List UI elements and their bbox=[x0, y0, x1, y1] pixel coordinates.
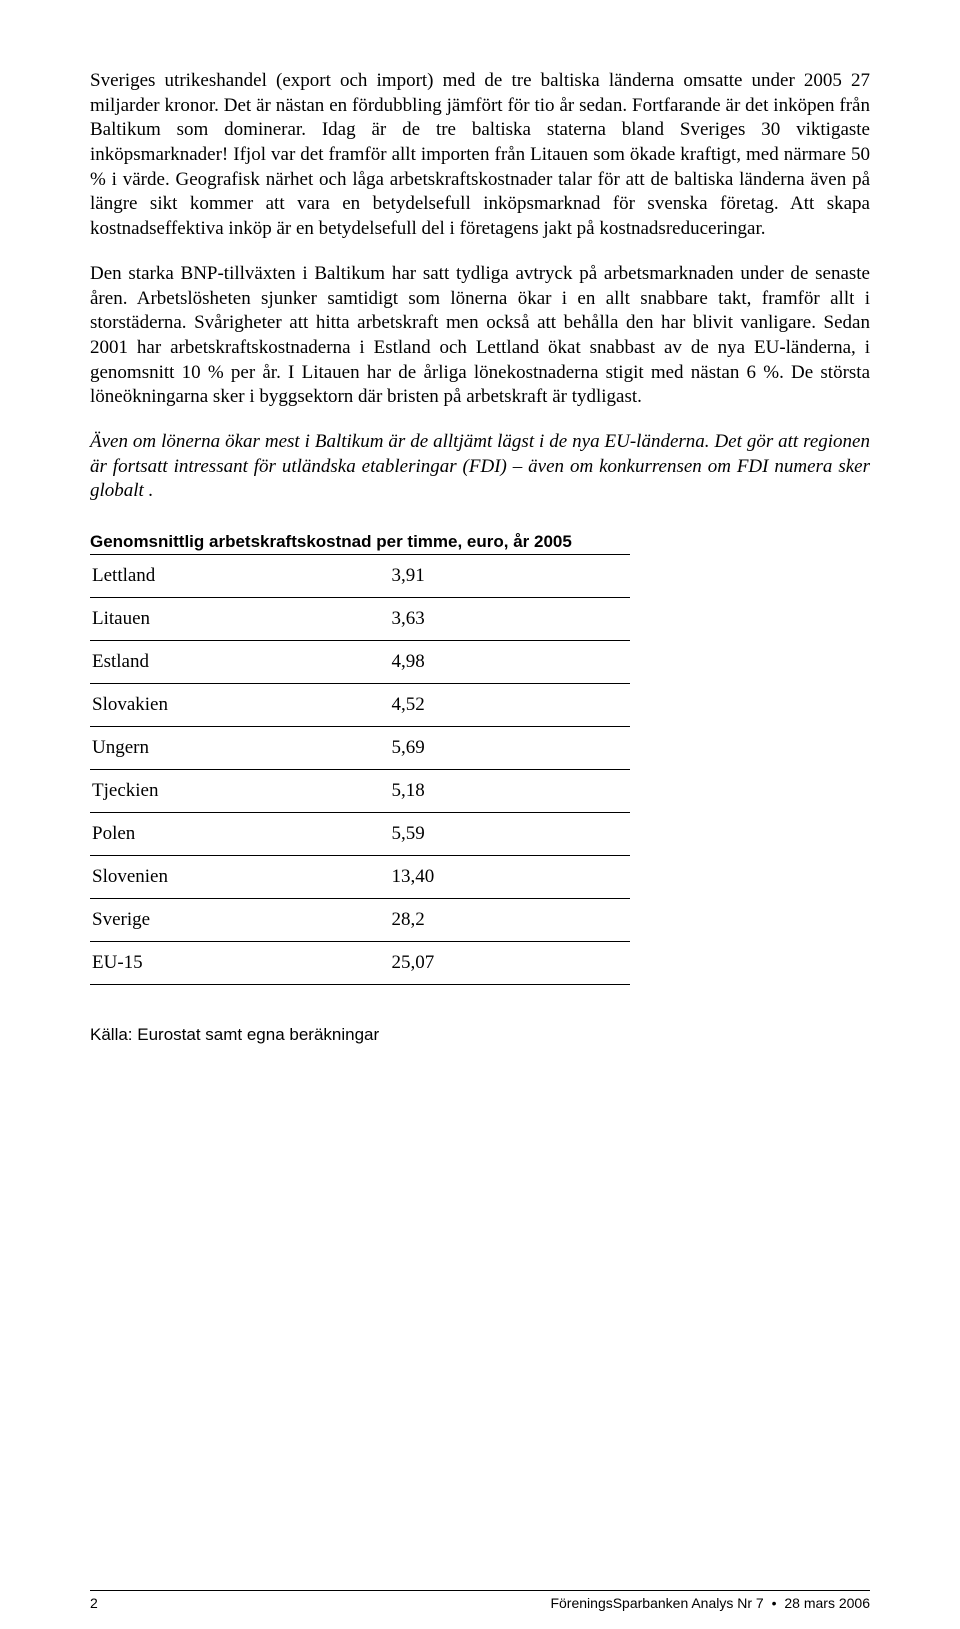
table-row: EU-15 25,07 bbox=[90, 942, 630, 985]
table-row: Tjeckien 5,18 bbox=[90, 770, 630, 813]
table-cell-value: 3,63 bbox=[389, 598, 630, 641]
publication-date: 28 mars 2006 bbox=[784, 1595, 870, 1611]
table-cell-value: 25,07 bbox=[389, 942, 630, 985]
table-title: Genomsnittlig arbetskraftskostnad per ti… bbox=[90, 532, 870, 552]
table-cell-value: 5,69 bbox=[389, 727, 630, 770]
publication-name: FöreningsSparbanken Analys Nr 7 bbox=[550, 1595, 763, 1611]
table-row: Ungern 5,69 bbox=[90, 727, 630, 770]
table-cell-country: Litauen bbox=[90, 598, 389, 641]
document-page: Sveriges utrikeshandel (export och impor… bbox=[0, 0, 960, 1629]
table-row: Slovakien 4,52 bbox=[90, 684, 630, 727]
paragraph-1: Sveriges utrikeshandel (export och impor… bbox=[90, 69, 870, 242]
table-row: Estland 4,98 bbox=[90, 641, 630, 684]
table-cell-country: Polen bbox=[90, 813, 389, 856]
table-cell-value: 28,2 bbox=[389, 899, 630, 942]
table-row: Lettland 3,91 bbox=[90, 555, 630, 598]
table-cell-value: 4,52 bbox=[389, 684, 630, 727]
table-row: Polen 5,59 bbox=[90, 813, 630, 856]
table-cell-value: 5,59 bbox=[389, 813, 630, 856]
table-row: Slovenien 13,40 bbox=[90, 856, 630, 899]
table-cell-country: Tjeckien bbox=[90, 770, 389, 813]
table-cell-country: EU-15 bbox=[90, 942, 389, 985]
page-number: 2 bbox=[90, 1595, 98, 1611]
bullet-icon: • bbox=[768, 1595, 781, 1611]
table-cell-country: Sverige bbox=[90, 899, 389, 942]
table-cell-value: 5,18 bbox=[389, 770, 630, 813]
page-footer: 2 FöreningsSparbanken Analys Nr 7 • 28 m… bbox=[90, 1590, 870, 1611]
table-cell-value: 13,40 bbox=[389, 856, 630, 899]
table-cell-country: Slovenien bbox=[90, 856, 389, 899]
table-cell-country: Slovakien bbox=[90, 684, 389, 727]
table-cell-country: Lettland bbox=[90, 555, 389, 598]
table-row: Sverige 28,2 bbox=[90, 899, 630, 942]
paragraph-2: Den starka BNP-tillväxten i Baltikum har… bbox=[90, 262, 870, 410]
table-row: Litauen 3,63 bbox=[90, 598, 630, 641]
table-cell-country: Ungern bbox=[90, 727, 389, 770]
labor-cost-table: Lettland 3,91 Litauen 3,63 Estland 4,98 … bbox=[90, 554, 630, 985]
table-cell-value: 4,98 bbox=[389, 641, 630, 684]
table-source: Källa: Eurostat samt egna beräkningar bbox=[90, 1025, 870, 1045]
table-cell-value: 3,91 bbox=[389, 555, 630, 598]
table-cell-country: Estland bbox=[90, 641, 389, 684]
paragraph-3-italic: Även om lönerna ökar mest i Baltikum är … bbox=[90, 430, 870, 504]
publication-info: FöreningsSparbanken Analys Nr 7 • 28 mar… bbox=[550, 1595, 870, 1611]
